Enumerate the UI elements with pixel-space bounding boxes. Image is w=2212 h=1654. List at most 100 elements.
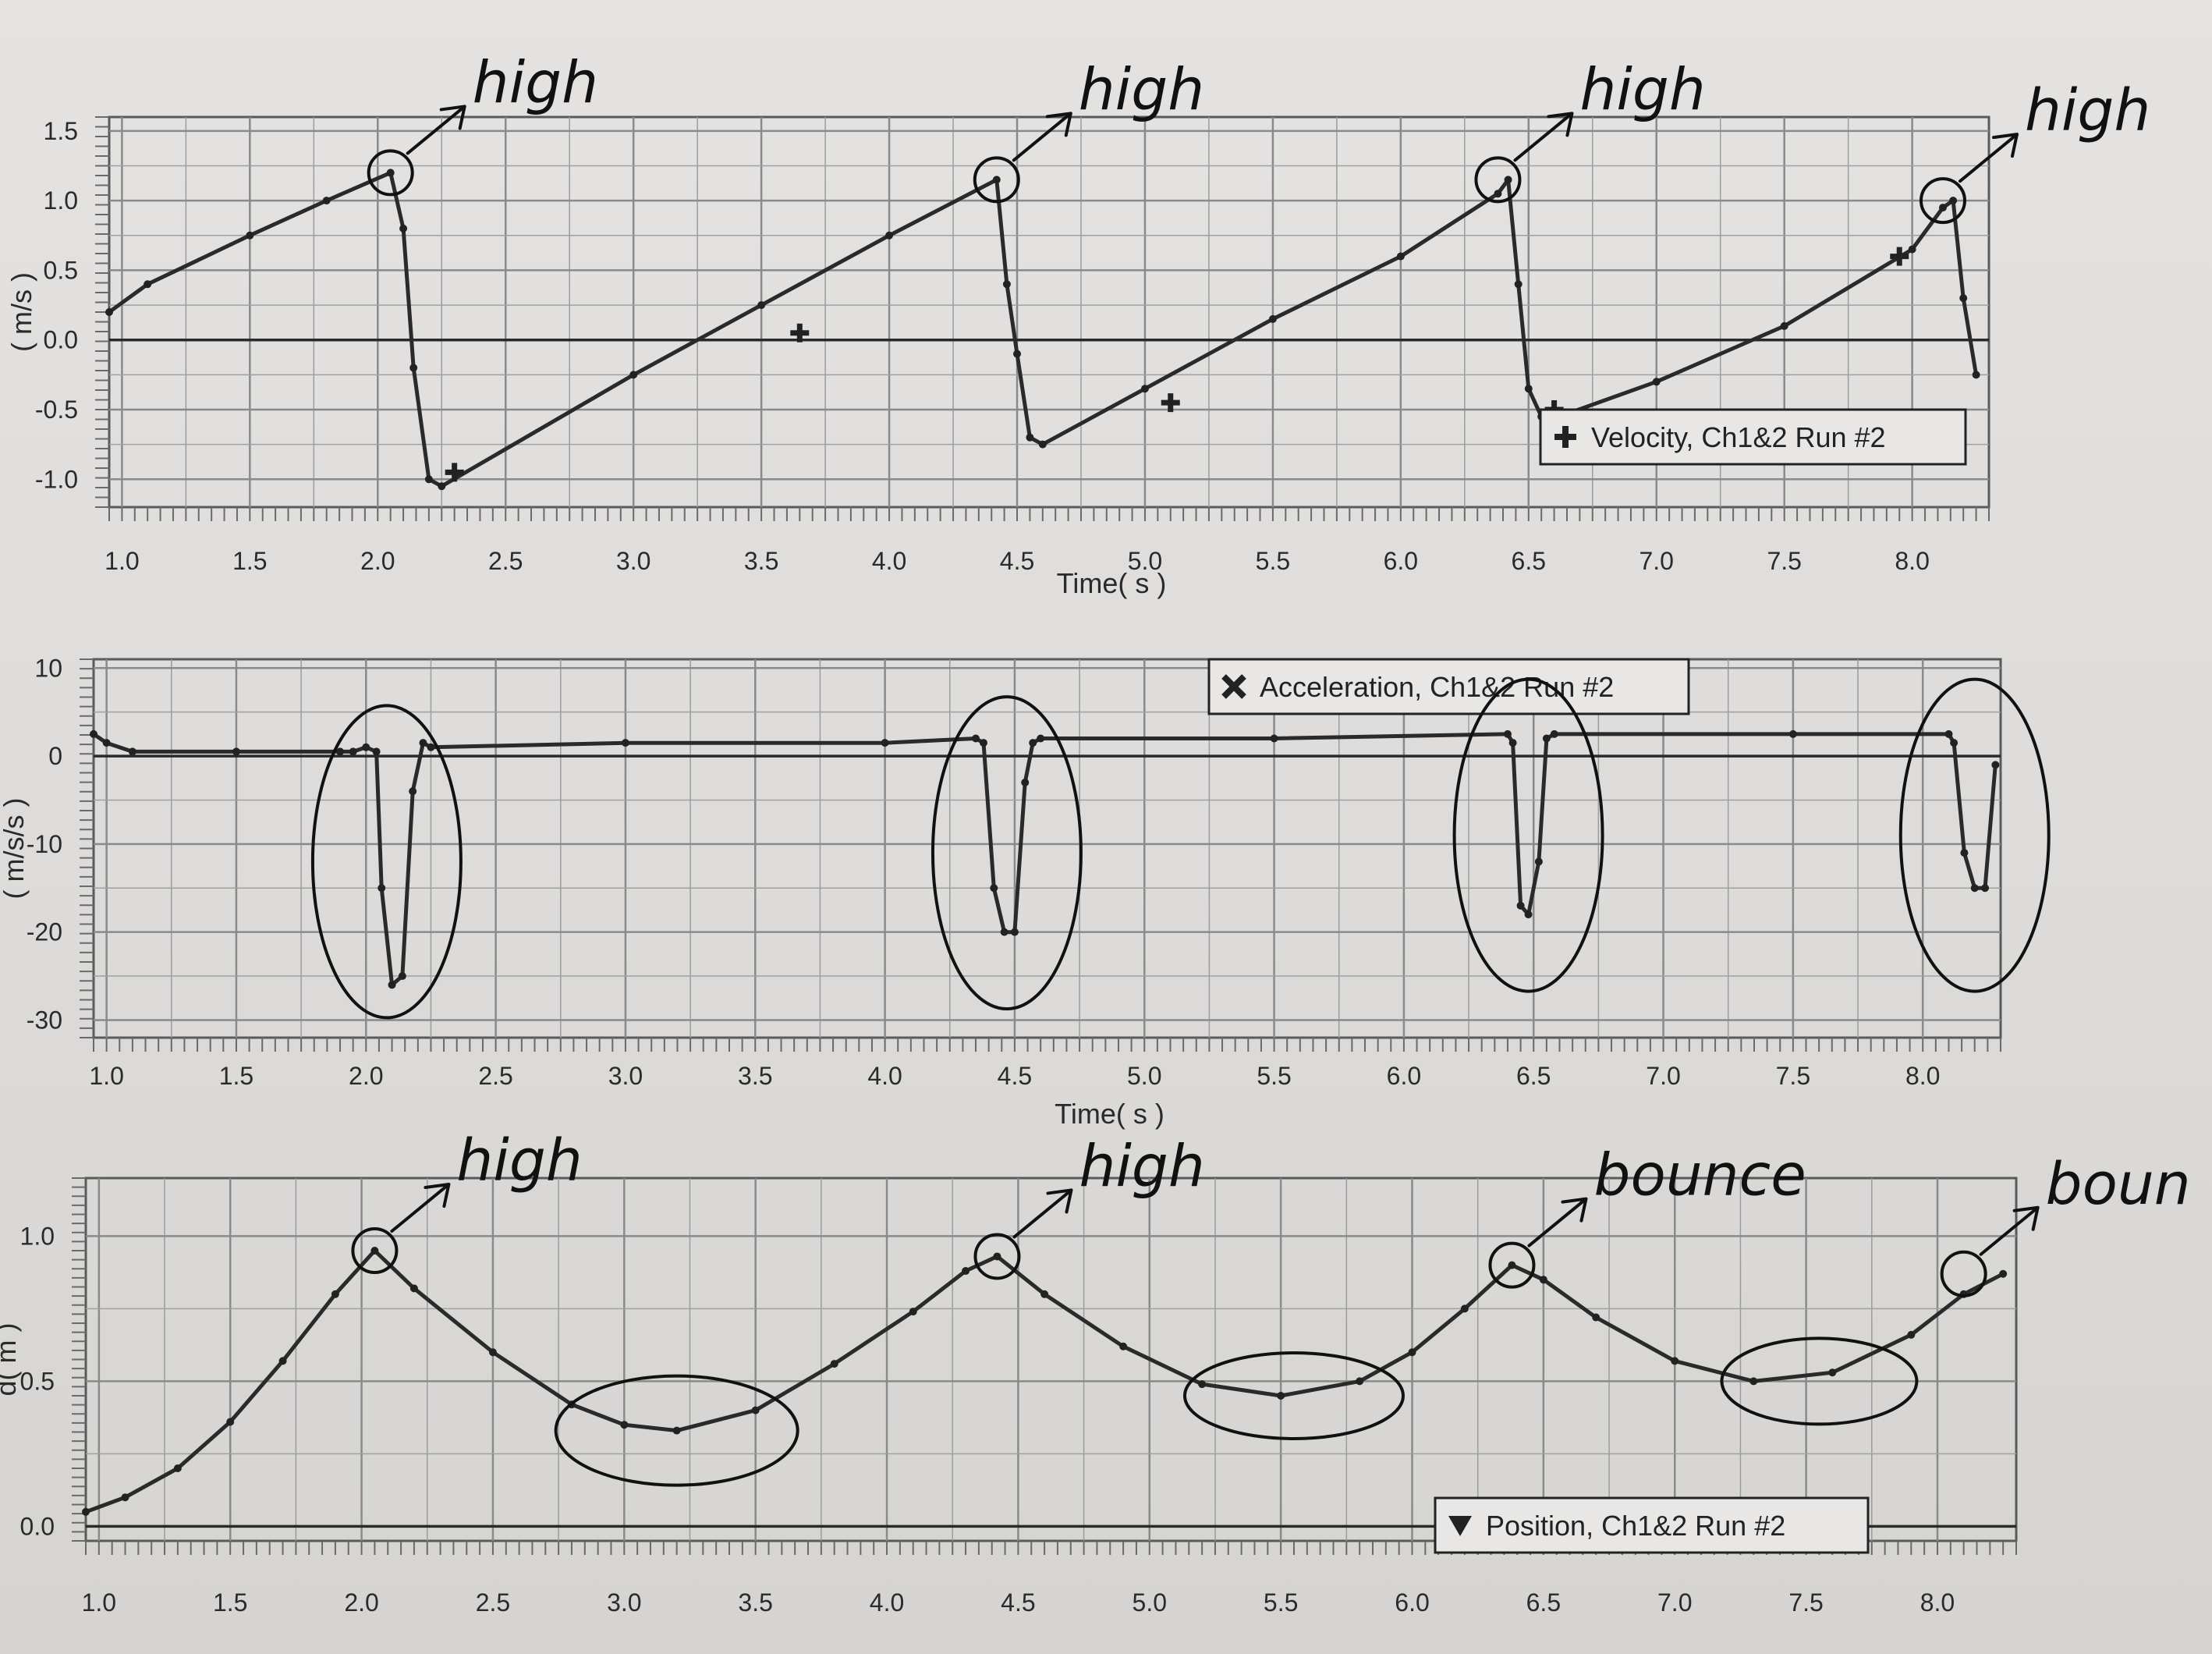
hand-ellipse <box>310 704 463 1020</box>
data-point <box>629 371 638 379</box>
data-point <box>1652 378 1661 386</box>
hand-circle <box>1940 1250 1987 1297</box>
hand-arrow <box>1958 133 2019 183</box>
data-point <box>105 308 113 316</box>
y-tick-label: 0.0 <box>20 1512 55 1540</box>
data-point <box>1198 1380 1207 1389</box>
data-point <box>331 1290 339 1298</box>
hand-annotation: high <box>1579 56 1705 123</box>
data-point <box>1140 385 1149 393</box>
x-tick-label: 5.5 <box>1264 1588 1298 1617</box>
series-marker <box>1161 393 1180 413</box>
data-point <box>1542 734 1551 743</box>
data-point <box>370 1247 379 1255</box>
data-point <box>488 1348 497 1357</box>
hand-arrow <box>1513 112 1574 162</box>
data-point <box>1944 729 1953 738</box>
data-point <box>1960 849 1969 857</box>
data-point <box>1788 729 1797 738</box>
data-point <box>909 1308 917 1316</box>
data-point <box>980 739 987 747</box>
data-point <box>1037 734 1045 743</box>
x-tick-label: 1.5 <box>213 1588 247 1617</box>
data-point <box>144 280 152 289</box>
legend-entry: Acceleration, Ch1&2 Run #2 <box>1260 671 1614 703</box>
data-point <box>1938 204 1947 212</box>
x-tick-label: 4.0 <box>870 1588 904 1617</box>
data-point <box>128 747 136 756</box>
x-tick-label: 1.5 <box>219 1062 253 1090</box>
data-point <box>830 1360 838 1368</box>
data-point <box>1539 1276 1547 1284</box>
x-tick-label: 2.5 <box>476 1588 510 1617</box>
hand-arrow <box>1979 1205 2040 1256</box>
data-point <box>1026 433 1034 442</box>
data-point <box>1270 734 1278 743</box>
data-point <box>990 884 998 893</box>
data-point <box>1277 1392 1285 1400</box>
data-point <box>1508 1261 1516 1269</box>
data-point <box>1828 1368 1837 1377</box>
hand-ellipse <box>1452 677 1604 993</box>
data-point <box>232 747 240 756</box>
y-axis-title: d( m ) <box>0 1323 22 1397</box>
data-point <box>278 1357 287 1365</box>
data-point <box>620 1421 629 1429</box>
data-point <box>1991 761 2000 769</box>
data-point <box>1021 778 1030 786</box>
y-tick-label: 1.0 <box>44 186 78 215</box>
y-tick-label: -1.0 <box>35 465 78 493</box>
data-point <box>424 475 433 484</box>
data-point <box>1029 739 1037 747</box>
x-tick-label: 1.0 <box>105 547 139 575</box>
y-tick-label: 0.5 <box>20 1367 55 1395</box>
data-point <box>173 1464 182 1472</box>
x-tick-label: 5.0 <box>1133 1588 1167 1617</box>
data-point <box>388 981 396 989</box>
data-point <box>90 729 97 738</box>
hand-annotation: high <box>2025 77 2150 144</box>
x-tick-label: 6.0 <box>1395 1588 1429 1617</box>
x-tick-label: 7.0 <box>1639 547 1673 575</box>
x-tick-label: 3.5 <box>738 1588 772 1617</box>
chart-2: 1.0 1.5 2.0 2.5 3.0 3.5 4.0 4.5 5.0 5.5 6.0 6.5 7.0 7… <box>0 654 2002 1130</box>
data-point <box>246 231 254 240</box>
x-tick-label: 2.5 <box>488 547 523 575</box>
hand-ellipse <box>554 1374 799 1487</box>
x-tick-label: 3.5 <box>738 1062 772 1090</box>
x-tick-label: 2.0 <box>360 547 395 575</box>
data-point <box>1504 176 1512 184</box>
x-tick-label: 7.0 <box>1657 1588 1692 1617</box>
y-tick-label: 1.0 <box>20 1222 55 1250</box>
x-tick-label: 7.5 <box>1767 547 1801 575</box>
data-point <box>102 739 111 747</box>
legend-marker-icon <box>1221 674 1246 699</box>
hand-circle <box>367 149 414 197</box>
series-marker <box>790 323 810 343</box>
hand-circle <box>1488 1241 1536 1289</box>
x-tick-label: 6.5 <box>1526 1588 1561 1617</box>
x-tick-label: 6.5 <box>1516 1062 1551 1090</box>
data-point <box>672 1426 681 1435</box>
legend-box <box>1539 408 1967 466</box>
y-tick-label: -10 <box>27 830 62 858</box>
data-point <box>1408 1348 1416 1357</box>
data-point <box>885 231 894 240</box>
x-tick-label: 4.5 <box>998 1062 1032 1090</box>
data-point <box>398 972 406 981</box>
data-point <box>1780 321 1788 330</box>
data-point <box>1119 1342 1128 1351</box>
hand-circle <box>1919 177 1966 225</box>
hand-annotation: high <box>1079 1133 1204 1200</box>
y-tick-label: -0.5 <box>35 396 78 424</box>
x-tick-label: 1.0 <box>89 1062 123 1090</box>
hand-ellipse <box>931 695 1083 1011</box>
x-tick-label: 6.5 <box>1512 547 1546 575</box>
data-point <box>1396 252 1405 261</box>
data-point <box>1907 1330 1916 1339</box>
data-point <box>1949 197 1958 205</box>
x-tick-label: 2.0 <box>349 1062 383 1090</box>
x-tick-label: 5.0 <box>1128 547 1162 575</box>
data-point <box>992 176 1001 184</box>
